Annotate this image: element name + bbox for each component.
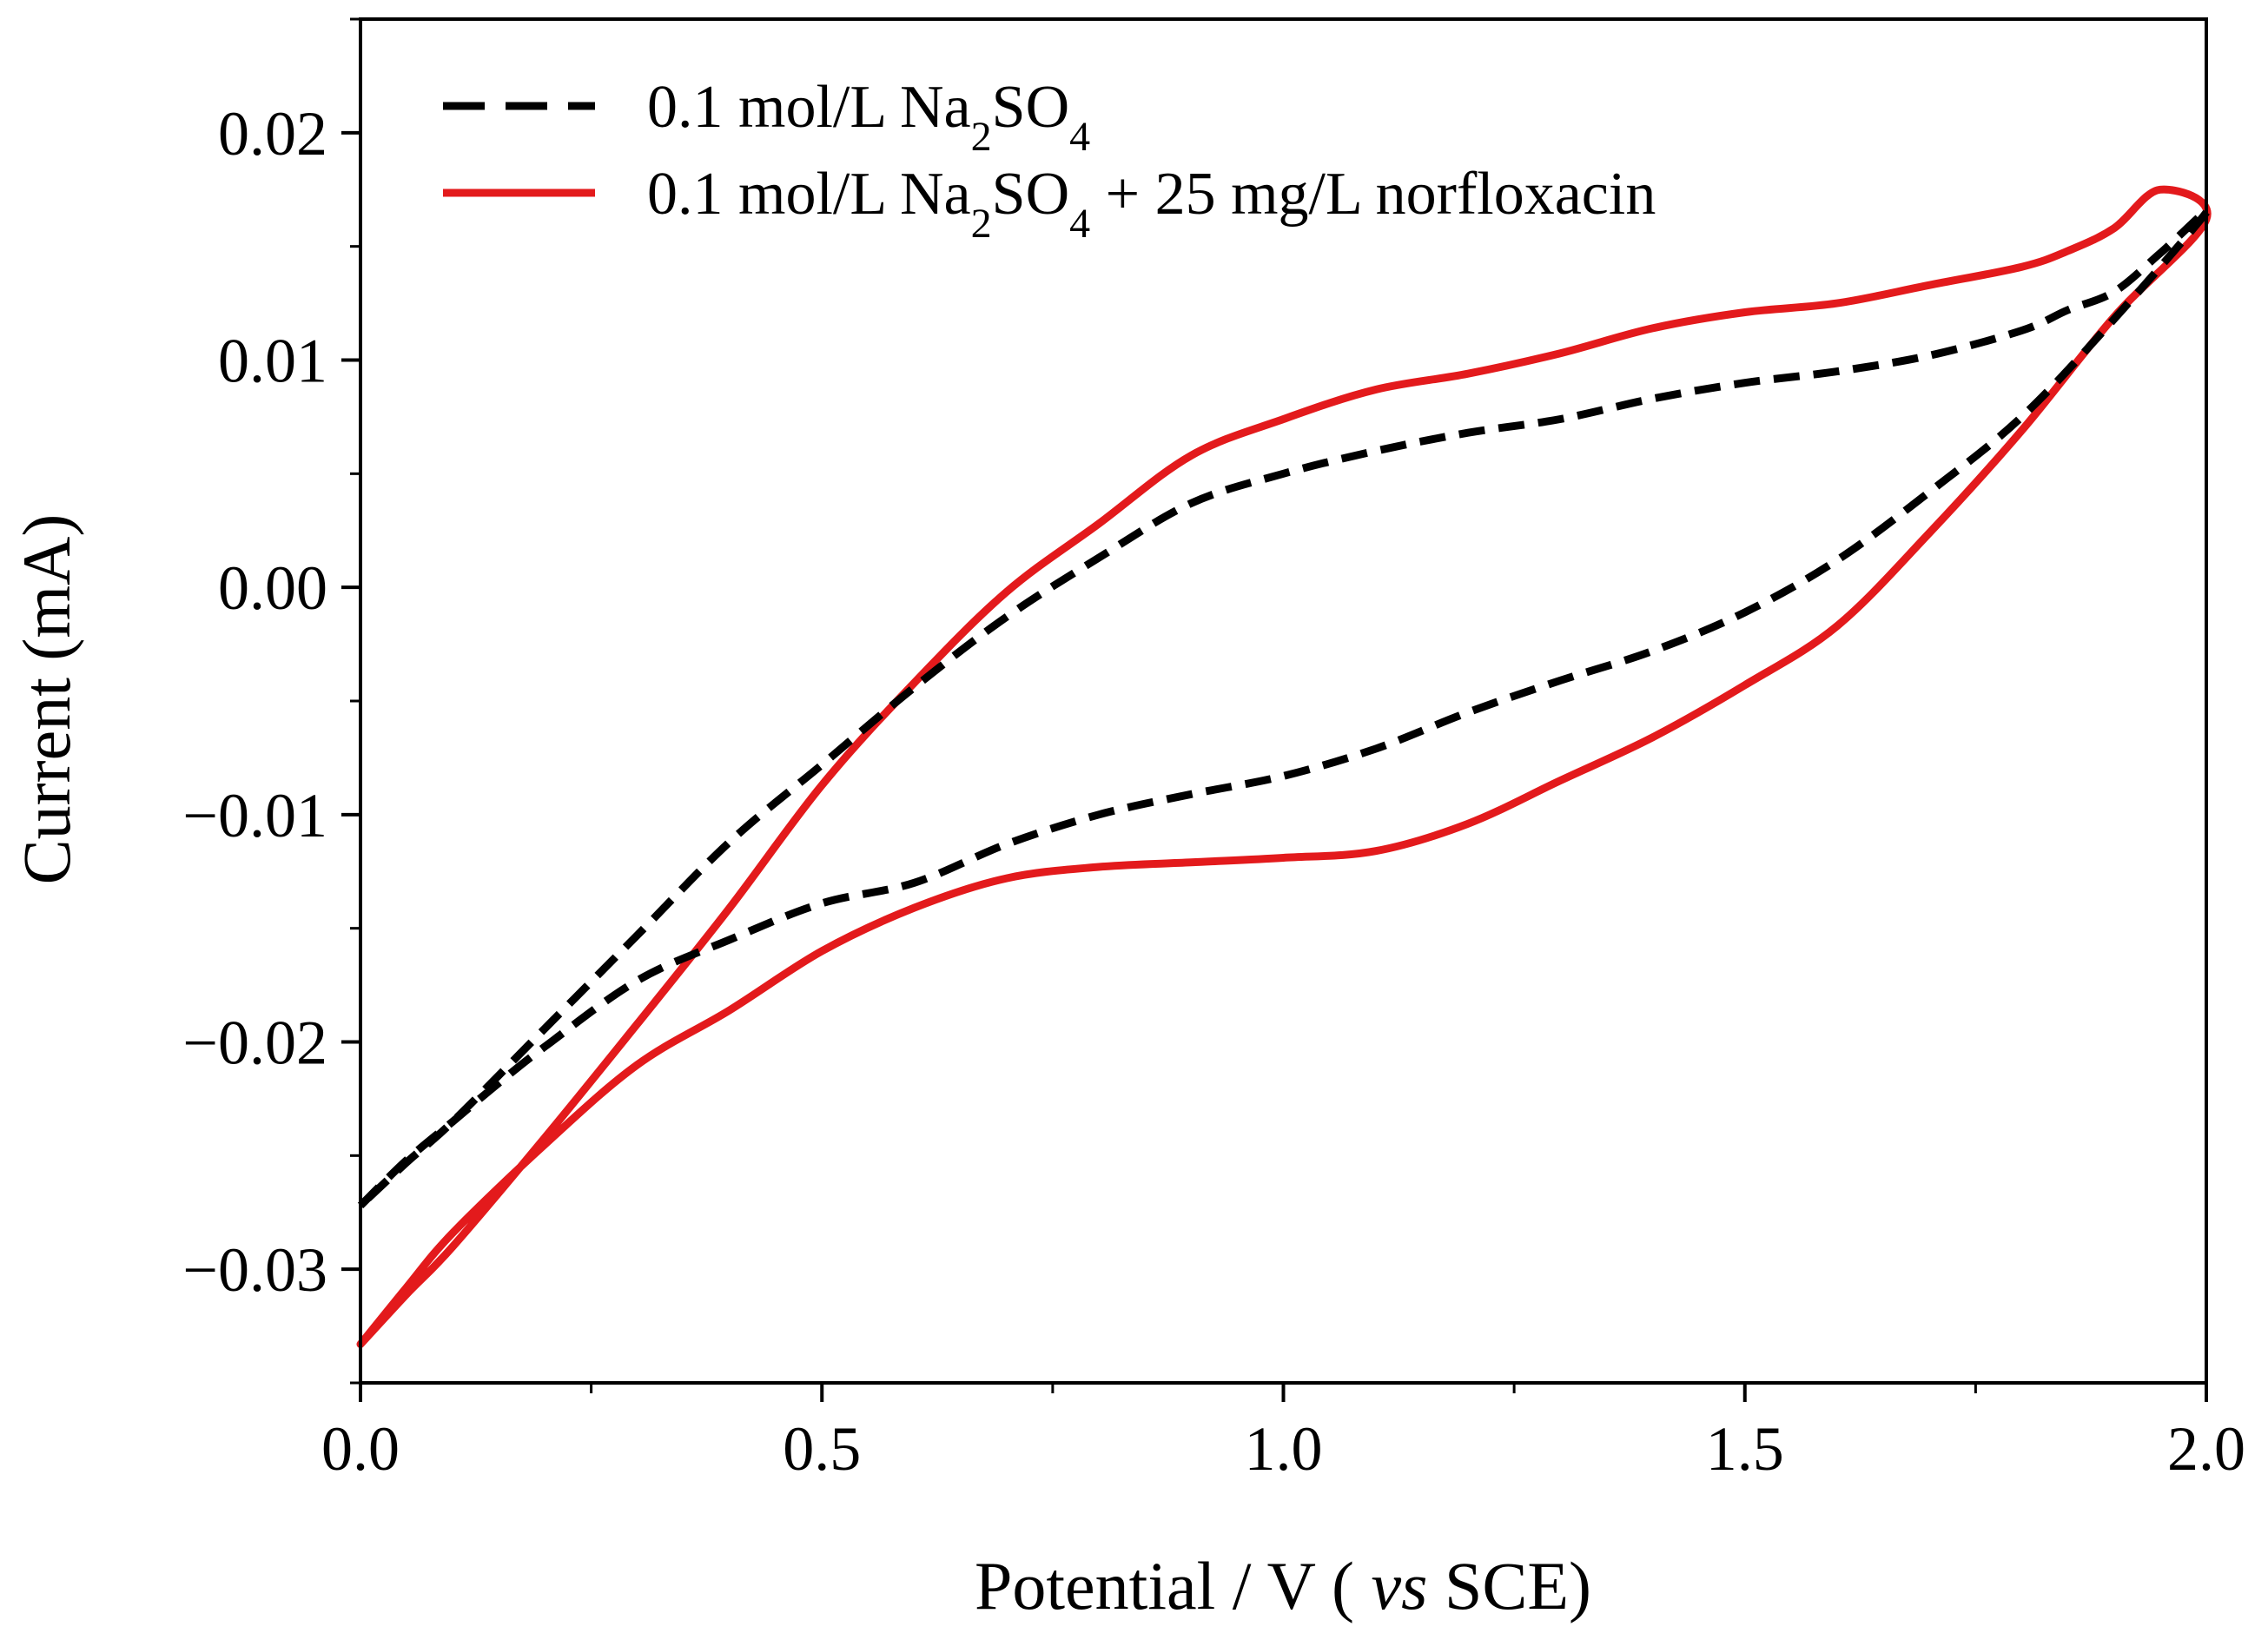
series-layer [356, 185, 2212, 1348]
legend-label-na2so4: 0.1 mol/L Na2SO4 [647, 74, 1090, 160]
legend-text-part: 2 [971, 201, 992, 247]
series-line-na2so4 [357, 206, 2212, 1209]
y-tick-label: −0.02 [182, 1008, 327, 1078]
y-tick-label: 0.00 [218, 553, 327, 623]
legend-text-part: 2 [971, 114, 992, 160]
x-tick-label: 0.0 [321, 1414, 400, 1484]
y-tick-label: −0.01 [182, 781, 327, 850]
y-axis-title: Current (mA) [9, 514, 84, 885]
y-tick-label: 0.02 [218, 99, 327, 169]
x-tick-label: 0.5 [783, 1414, 861, 1484]
legend-text-part: + 25 mg/L norfloxacin [1090, 161, 1656, 228]
legend-text-part: SO [992, 161, 1069, 228]
x-tick-label: 1.5 [1706, 1414, 1784, 1484]
legend-text-part: SO [992, 74, 1069, 141]
legend-text-part: 0.1 mol/L Na [647, 161, 971, 228]
legend-text-part: 4 [1069, 201, 1090, 247]
axis-ticks: 0.0 0.5 1.0 1.5 2.0 −0.03 −0.02 −0.01 0.00 0.01 0.… [182, 17, 2245, 1484]
legend-label-norfloxacin: 0.1 mol/L Na2SO4 + 25 mg/L norfloxacin [647, 161, 1656, 247]
x-tick-label: 1.0 [1245, 1414, 1323, 1484]
y-tick-label: 0.01 [218, 327, 327, 396]
x-tick-label: 2.0 [2167, 1414, 2245, 1484]
legend-text-part: 0.1 mol/L Na [647, 74, 971, 141]
legend-text-part: 4 [1069, 114, 1090, 160]
series-line-na2so4-norfloxacin [356, 185, 2212, 1348]
x-axis-title: Potential / V ( vs SCE) [975, 1548, 1591, 1623]
y-tick-label: −0.03 [182, 1235, 327, 1305]
